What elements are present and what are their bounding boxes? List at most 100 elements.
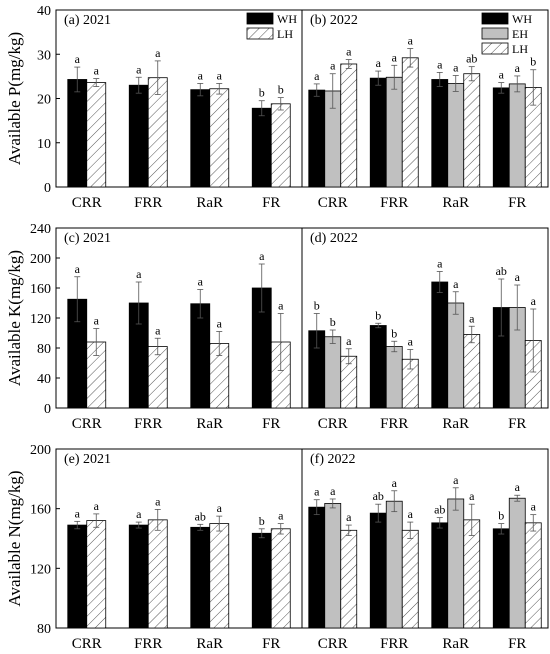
bar-wh — [431, 281, 449, 409]
significance-letter: b — [530, 55, 536, 69]
bar-lh — [86, 520, 107, 629]
bar-wh — [128, 84, 149, 188]
significance-letter: a — [437, 257, 443, 271]
x-tick-label: CRR — [72, 636, 102, 652]
significance-letter: a — [531, 500, 537, 514]
significance-letter: a — [330, 59, 336, 73]
significance-letter: a — [453, 473, 459, 487]
bar-lh — [270, 528, 291, 629]
significance-letter: a — [198, 275, 204, 289]
bar-wh — [308, 506, 326, 629]
significance-letter: a — [453, 60, 459, 74]
bar-lh — [209, 523, 230, 629]
y-tick-label: 10 — [37, 137, 51, 152]
x-tick-label: RaR — [196, 195, 223, 211]
significance-letter: a — [408, 335, 414, 349]
x-tick-label: CRR — [318, 416, 348, 432]
significance-letter: b — [278, 83, 284, 97]
x-tick-label: FRR — [380, 195, 408, 211]
significance-letter: ab — [496, 264, 507, 278]
bar-lh — [147, 519, 168, 629]
significance-letter: a — [408, 507, 414, 521]
significance-letter: a — [346, 510, 352, 524]
significance-letter: a — [469, 489, 475, 503]
panel-label: (f) 2022 — [310, 452, 356, 467]
bar-wh — [492, 528, 510, 629]
bar-eh — [447, 498, 465, 629]
y-tick-label: 200 — [30, 252, 51, 267]
bar-wh — [190, 89, 211, 188]
bar-wh — [190, 303, 211, 409]
bar-lh — [340, 529, 358, 629]
panel-0: (c) 2021 CRR a a FRR a a RaR a a FR a a — [64, 231, 291, 432]
significance-letter: a — [155, 494, 161, 508]
significance-letter: a — [136, 267, 142, 281]
y-tick-label: 40 — [37, 372, 51, 387]
significance-letter: a — [314, 69, 320, 83]
bar-lh — [86, 82, 107, 188]
bar-wh — [67, 79, 88, 188]
significance-letter: a — [75, 506, 81, 520]
significance-letter: a — [155, 46, 161, 60]
bar-lh — [463, 519, 481, 629]
x-tick-label: CRR — [72, 416, 102, 432]
bar-wh — [190, 526, 211, 629]
significance-letter: b — [330, 315, 336, 329]
significance-letter: ab — [466, 52, 477, 66]
panel-label: (d) 2022 — [310, 231, 358, 246]
x-tick-label: FRR — [134, 636, 162, 652]
bar-wh — [431, 79, 449, 188]
significance-letter: a — [408, 33, 414, 47]
y-tick-label: 0 — [44, 181, 51, 196]
legend-label-wh: WH — [277, 12, 297, 26]
legend-label-lh: LH — [277, 27, 293, 41]
x-tick-label: FR — [508, 195, 526, 211]
y-tick-label: 160 — [30, 503, 51, 518]
bar-lh — [209, 88, 230, 188]
x-tick-label: CRR — [72, 195, 102, 211]
significance-letter: a — [531, 294, 537, 308]
bar-eh — [447, 302, 465, 409]
x-tick-label: FRR — [380, 636, 408, 652]
y-tick-label: 0 — [44, 402, 51, 417]
significance-letter: b — [498, 509, 504, 523]
x-tick-label: CRR — [318, 195, 348, 211]
bar-eh — [508, 497, 526, 629]
x-tick-label: FR — [262, 195, 280, 211]
bar-lh — [401, 57, 419, 188]
panel-label: (c) 2021 — [64, 231, 111, 246]
x-tick-label: FR — [262, 636, 280, 652]
significance-letter: b — [259, 514, 265, 528]
bar-eh — [324, 503, 342, 629]
y-tick-label: 30 — [37, 48, 51, 63]
significance-letter: a — [155, 323, 161, 337]
bar-wh — [128, 524, 149, 629]
bar-wh — [369, 325, 387, 409]
bar-eh — [385, 346, 403, 409]
significance-letter: a — [136, 62, 142, 76]
x-tick-label: RaR — [442, 636, 469, 652]
significance-letter: a — [217, 501, 223, 515]
significance-letter: a — [346, 334, 352, 348]
legend-swatch-wh — [246, 12, 274, 25]
x-tick-label: FRR — [380, 416, 408, 432]
significance-letter: a — [75, 52, 81, 66]
chart-row-1: 0 40 80 120 160 200 240 Available K(mg/kg) (c) 2… — [5, 222, 549, 432]
bar-eh — [447, 83, 465, 188]
significance-letter: a — [198, 68, 204, 82]
x-tick-label: FR — [262, 416, 280, 432]
bar-wh — [251, 532, 272, 629]
significance-letter: a — [499, 68, 505, 82]
bar-lh — [147, 346, 168, 409]
significance-letter: a — [217, 68, 223, 82]
bar-wh — [308, 89, 326, 188]
bar-lh — [463, 334, 481, 409]
significance-letter: ab — [434, 503, 445, 517]
bar-eh — [324, 336, 342, 409]
